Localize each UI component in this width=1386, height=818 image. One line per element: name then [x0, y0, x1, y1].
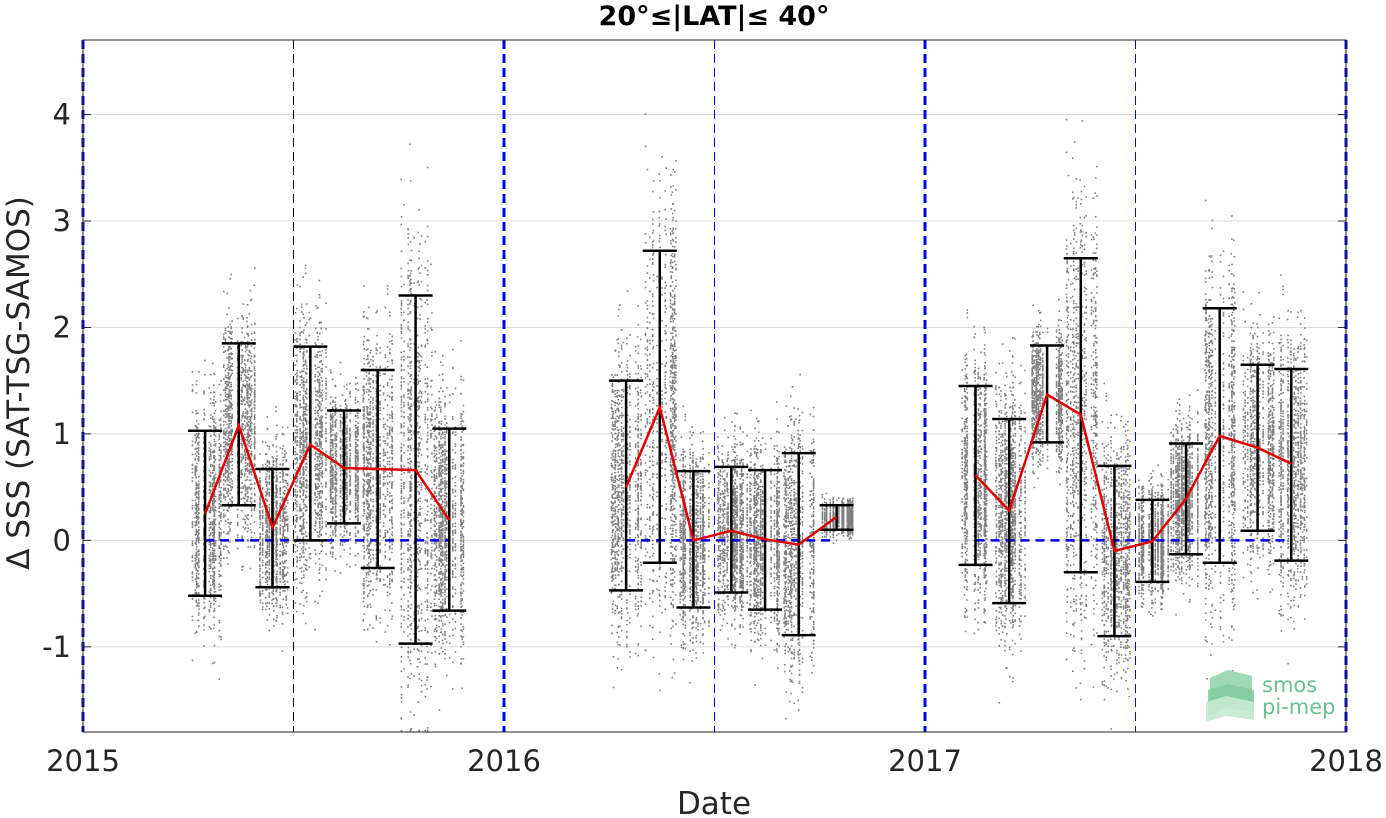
mean-lines: [203, 392, 1292, 553]
x-tick-label: 2015: [46, 744, 120, 778]
y-tick-label: 0: [53, 523, 71, 557]
logo-line-1: smos: [1262, 673, 1317, 697]
mean-line: [624, 403, 838, 546]
y-tick-label: -1: [42, 630, 71, 664]
y-tick-label: 1: [53, 417, 71, 451]
mean-line: [974, 392, 1292, 553]
y-tick-labels: -1 0 1 2 3 4: [42, 98, 71, 664]
y-axis-label: Δ SSS (SAT-TSG-SAMOS): [1, 196, 37, 570]
y-tick-label: 2: [53, 310, 71, 344]
chart-title: 20°≤|LAT|≤ 40°: [599, 1, 830, 32]
x-tick-label: 2017: [888, 744, 962, 778]
mean-line: [203, 421, 451, 532]
y-tick-label: 4: [53, 98, 71, 132]
logo-line-2: pi-mep: [1262, 695, 1335, 719]
smos-pi-mep-logo: smos pi-mep: [1206, 670, 1335, 722]
x-tick-label: 2018: [1309, 744, 1383, 778]
logo-graphic: [1206, 670, 1254, 722]
y-tick-label: 3: [53, 204, 71, 238]
x-axis-label: Date: [677, 786, 751, 818]
x-tick-labels: 2015 2016 2017 2018: [46, 744, 1383, 778]
plot-border: [82, 39, 1347, 733]
x-tick-label: 2016: [467, 744, 541, 778]
